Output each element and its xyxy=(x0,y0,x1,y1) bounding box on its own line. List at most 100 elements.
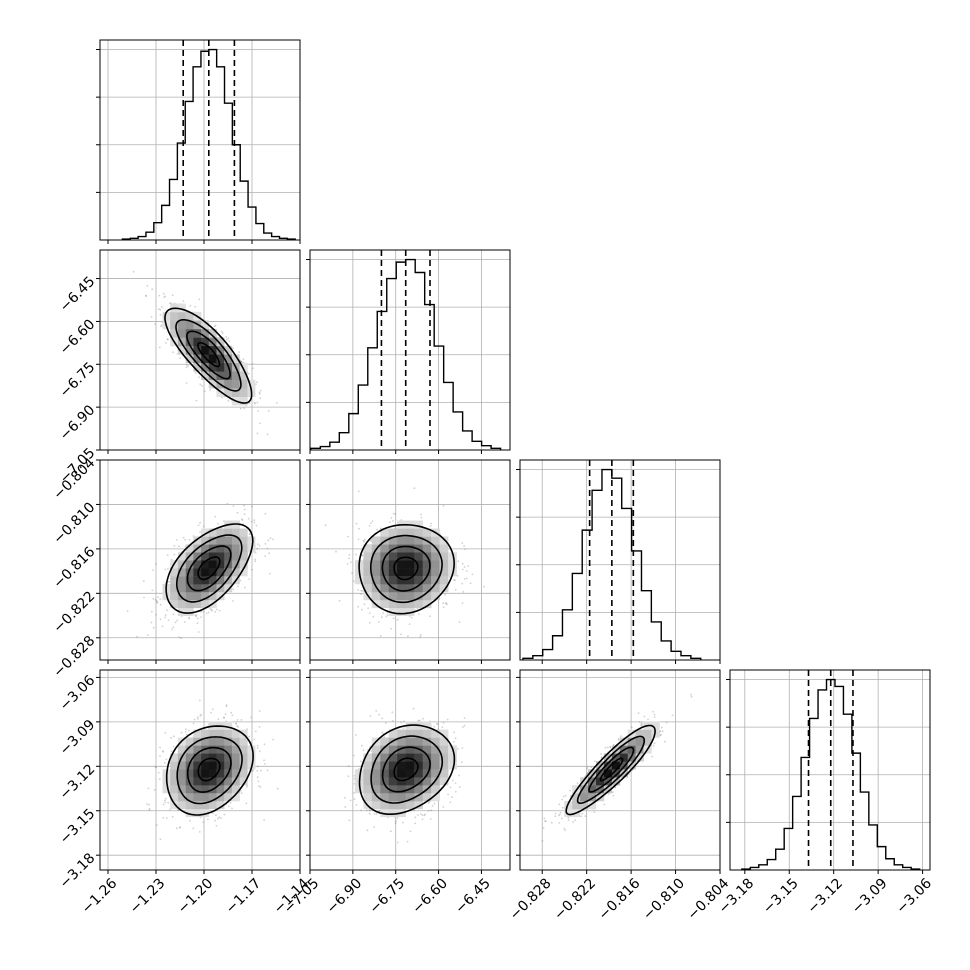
density-cell xyxy=(170,793,179,802)
density-cell xyxy=(405,607,415,616)
sample-point xyxy=(430,809,433,812)
density-cell xyxy=(193,729,202,738)
density-cell xyxy=(414,520,423,529)
sample-point xyxy=(163,762,166,764)
density-cell xyxy=(231,560,240,569)
density-cell xyxy=(388,544,398,553)
sample-point xyxy=(263,819,265,821)
sample-point xyxy=(240,407,242,410)
sample-point xyxy=(146,803,149,805)
density-cell xyxy=(224,568,233,577)
sample-point xyxy=(250,520,253,523)
sample-point xyxy=(243,407,246,410)
sample-point xyxy=(231,807,233,810)
sample-point xyxy=(352,754,355,757)
sample-point xyxy=(188,538,191,541)
sample-point xyxy=(369,621,371,624)
sample-point xyxy=(247,372,250,375)
sample-point xyxy=(202,610,205,613)
sample-point xyxy=(360,593,362,596)
sample-point xyxy=(185,382,188,384)
density-cell xyxy=(208,552,217,561)
density-cell xyxy=(388,560,398,569)
density-cell xyxy=(239,737,248,746)
sample-point xyxy=(453,731,455,734)
sample-point xyxy=(188,616,191,619)
density-cell xyxy=(193,584,202,593)
sample-point xyxy=(410,616,413,619)
sample-point xyxy=(394,513,397,515)
sample-point xyxy=(157,308,160,310)
density-cell xyxy=(193,560,202,569)
density-cell xyxy=(231,371,240,380)
sample-point xyxy=(148,803,151,806)
sample-point xyxy=(221,396,223,399)
density xyxy=(324,487,485,638)
sample-point xyxy=(422,717,424,720)
density-cell xyxy=(170,769,179,778)
sample-point xyxy=(224,713,227,716)
density-cell xyxy=(371,568,381,577)
sample-point xyxy=(239,789,242,792)
density-cell xyxy=(231,753,240,762)
contour-2 xyxy=(176,534,243,603)
sample-point xyxy=(258,726,261,728)
sample-point xyxy=(348,554,351,556)
sample-point xyxy=(188,617,191,620)
density-cell xyxy=(231,388,240,397)
sample-point xyxy=(389,830,392,833)
y-tick-label: −6.45 xyxy=(57,274,99,316)
density-cell xyxy=(224,737,233,746)
sample-point xyxy=(159,746,161,749)
sample-point xyxy=(401,821,404,824)
density-cell xyxy=(405,544,415,553)
sample-point xyxy=(217,718,220,720)
sample-point xyxy=(251,362,254,365)
sample-point xyxy=(196,617,199,620)
density-cell xyxy=(380,544,390,553)
sample-point xyxy=(166,554,169,556)
sample-point xyxy=(178,826,181,829)
sample-point xyxy=(162,292,165,295)
sample-point xyxy=(162,803,165,806)
density-cell xyxy=(405,568,415,577)
density-cell xyxy=(185,544,194,553)
contour-2 xyxy=(175,319,242,392)
density-cell xyxy=(231,777,240,786)
sample-point xyxy=(159,313,162,316)
density-cell xyxy=(177,552,186,561)
density-cell xyxy=(216,785,225,794)
sample-point xyxy=(357,589,359,591)
sample-point xyxy=(248,533,251,535)
density-cell xyxy=(177,584,186,593)
sample-point xyxy=(264,512,267,515)
panel-frame xyxy=(519,459,721,661)
density-cell xyxy=(177,801,186,810)
density-cell xyxy=(208,761,217,770)
sample-point xyxy=(197,524,200,527)
sample-point xyxy=(381,731,384,734)
density-cell xyxy=(208,753,217,762)
sample-point xyxy=(362,539,365,542)
sample-point xyxy=(378,621,380,623)
sample-point xyxy=(160,324,163,326)
density-cell xyxy=(193,808,202,818)
density-cell xyxy=(201,371,210,380)
density-cell xyxy=(239,568,248,577)
sample-point xyxy=(161,750,164,752)
sample-point xyxy=(348,819,351,822)
sample-point xyxy=(229,802,232,804)
sample-point xyxy=(419,633,422,636)
x-tick-label: −1.23 xyxy=(127,875,169,917)
sample-point xyxy=(199,521,201,524)
density-cell xyxy=(239,761,248,770)
sample-point xyxy=(383,736,386,738)
sample-point xyxy=(444,601,447,604)
sample-point xyxy=(198,631,200,633)
sample-point xyxy=(373,826,375,828)
density-cell xyxy=(216,536,225,545)
density-cell xyxy=(422,544,432,553)
sample-point xyxy=(242,358,245,360)
sample-point xyxy=(148,808,151,810)
sample-point xyxy=(220,330,223,333)
